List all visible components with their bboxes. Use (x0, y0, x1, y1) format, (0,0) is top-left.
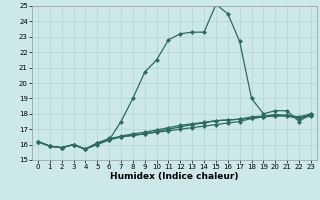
X-axis label: Humidex (Indice chaleur): Humidex (Indice chaleur) (110, 172, 239, 181)
